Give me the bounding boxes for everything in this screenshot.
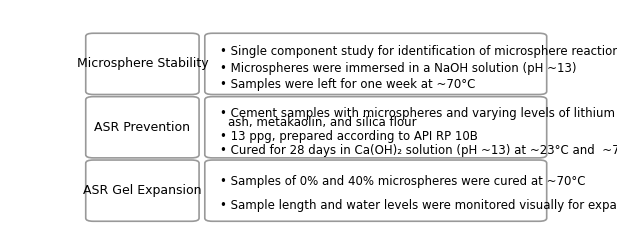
FancyBboxPatch shape — [205, 97, 547, 158]
Text: ash, metakaolin, and silica flour: ash, metakaolin, and silica flour — [228, 116, 417, 129]
Text: • Samples of 0% and 40% microspheres were cured at ~70°C: • Samples of 0% and 40% microspheres wer… — [220, 175, 585, 188]
FancyBboxPatch shape — [86, 160, 199, 221]
Text: • Microspheres were immersed in a NaOH solution (pH ~13): • Microspheres were immersed in a NaOH s… — [220, 61, 576, 75]
Text: • Sample length and water levels were monitored visually for expansion: • Sample length and water levels were mo… — [220, 199, 617, 212]
FancyBboxPatch shape — [86, 33, 199, 94]
Text: • Single component study for identification of microsphere reaction: • Single component study for identificat… — [220, 45, 617, 58]
Text: • Cement samples with microspheres and varying levels of lithium nitrate, fly: • Cement samples with microspheres and v… — [220, 107, 617, 120]
Text: ASR Gel Expansion: ASR Gel Expansion — [83, 184, 202, 197]
FancyBboxPatch shape — [205, 160, 547, 221]
Text: • Samples were left for one week at ~70°C: • Samples were left for one week at ~70°… — [220, 78, 475, 91]
Text: ASR Prevention: ASR Prevention — [94, 121, 191, 134]
FancyBboxPatch shape — [86, 97, 199, 158]
Text: • Cured for 28 days in Ca(OH)₂ solution (pH ~13) at ~23°C and  ~70°C: • Cured for 28 days in Ca(OH)₂ solution … — [220, 144, 617, 157]
Text: Microsphere Stability: Microsphere Stability — [77, 57, 208, 70]
Text: • 13 ppg, prepared according to API RP 10B: • 13 ppg, prepared according to API RP 1… — [220, 130, 478, 143]
FancyBboxPatch shape — [205, 33, 547, 94]
